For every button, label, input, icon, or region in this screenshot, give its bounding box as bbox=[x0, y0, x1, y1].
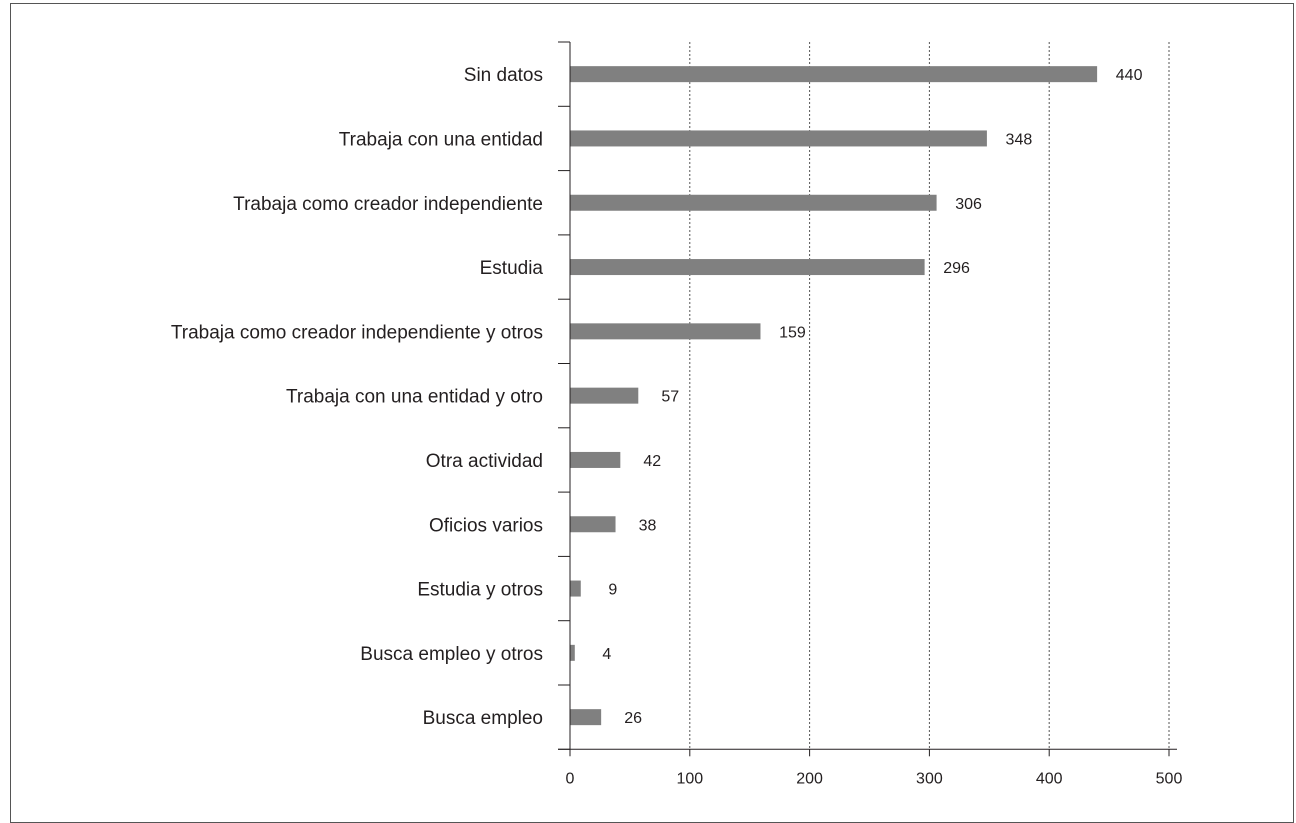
bar-1 bbox=[570, 130, 987, 147]
category-labels: Sin datos Trabaja con una entidad Trabaja … bbox=[171, 65, 544, 729]
bar-2 bbox=[570, 194, 937, 211]
category-label: Busca empleo bbox=[423, 708, 543, 729]
x-tick-label: 100 bbox=[676, 770, 703, 787]
category-label: Trabaja como creador independiente y otr… bbox=[171, 322, 543, 343]
data-label: 296 bbox=[943, 260, 970, 277]
bar-0 bbox=[570, 66, 1098, 83]
grid-lines bbox=[689, 42, 1170, 750]
bar-7 bbox=[570, 516, 616, 533]
category-label: Busca empleo y otros bbox=[360, 644, 543, 665]
data-label: 348 bbox=[1006, 131, 1033, 148]
data-label: 9 bbox=[608, 582, 617, 599]
category-label: Sin datos bbox=[464, 65, 543, 86]
x-tick-label: 400 bbox=[1036, 770, 1063, 787]
x-tick-label: 500 bbox=[1156, 770, 1183, 787]
data-label: 159 bbox=[779, 324, 806, 341]
category-label: Estudia y otros bbox=[417, 580, 543, 601]
bar-3 bbox=[570, 259, 925, 276]
category-label: Otra actividad bbox=[426, 451, 543, 472]
category-label: Trabaja con una entidad bbox=[339, 129, 543, 150]
data-label: 38 bbox=[639, 517, 657, 534]
x-tick-label: 0 bbox=[566, 770, 575, 787]
x-tick-labels: 0 100 200 300 400 500 bbox=[566, 770, 1183, 787]
bar-5 bbox=[570, 387, 639, 404]
bar-8 bbox=[570, 580, 581, 597]
bar-9 bbox=[570, 644, 575, 661]
data-labels: 440 348 306 296 159 57 42 38 9 4 26 bbox=[602, 67, 1142, 727]
category-label: Trabaja como creador independiente bbox=[233, 194, 543, 215]
bars bbox=[570, 66, 1098, 726]
bar-6 bbox=[570, 451, 621, 468]
bar-10 bbox=[570, 709, 602, 726]
bar-4 bbox=[570, 323, 761, 340]
x-tick-label: 200 bbox=[796, 770, 823, 787]
category-label: Trabaja con una entidad y otro bbox=[286, 387, 543, 408]
data-label: 26 bbox=[624, 710, 642, 727]
data-label: 42 bbox=[643, 453, 661, 470]
category-label: Oficios varios bbox=[429, 515, 543, 536]
data-label: 4 bbox=[602, 646, 611, 663]
x-tick-label: 300 bbox=[916, 770, 943, 787]
data-label: 440 bbox=[1116, 67, 1143, 84]
data-label: 57 bbox=[661, 389, 679, 406]
data-label: 306 bbox=[955, 196, 982, 213]
axes bbox=[558, 41, 1177, 757]
category-label: Estudia bbox=[480, 258, 544, 279]
